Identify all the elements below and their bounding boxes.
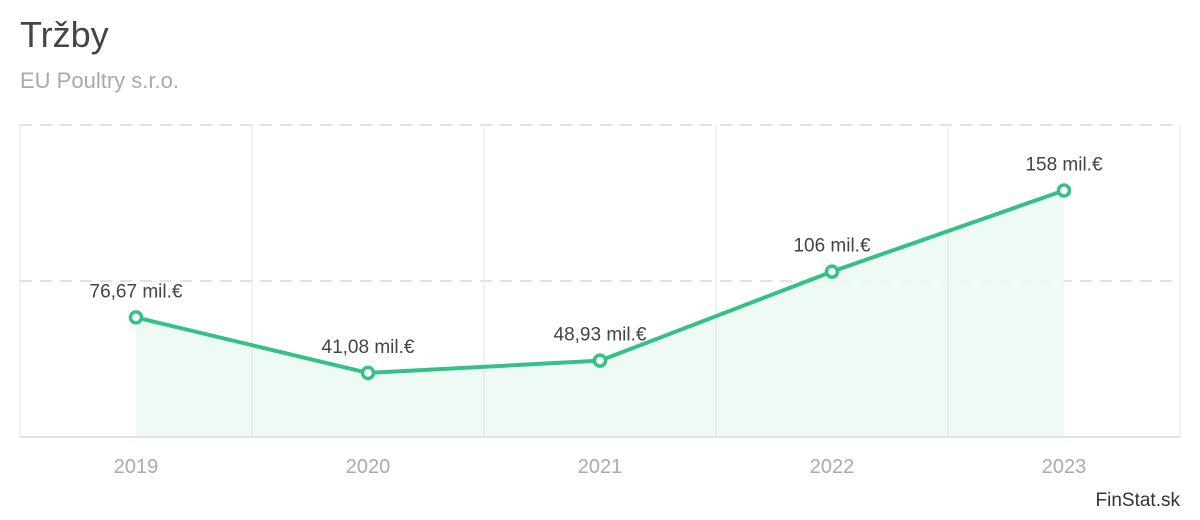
x-tick-label: 2021 [578,456,623,478]
x-tick-label: 2022 [810,456,855,478]
x-tick-label: 2023 [1042,456,1087,478]
x-tick-label: 2020 [346,456,391,478]
data-point [592,353,608,368]
finstat-brand-link[interactable]: FinStat.sk [1095,490,1180,511]
data-point [824,264,840,279]
data-label: 41,08 mil.€ [322,337,415,358]
chart-title: Tržby [20,14,109,55]
area-fill [136,190,1064,437]
data-point [360,365,376,381]
x-tick-label: 2019 [114,456,159,478]
data-label: 106 mil.€ [793,236,871,257]
data-label: 158 mil.€ [1025,155,1103,176]
data-label: 48,93 mil.€ [554,325,647,346]
chart-subtitle: EU Poultry s.r.o. [20,68,179,93]
data-point [128,310,144,325]
data-label: 76,67 mil.€ [90,281,183,302]
data-point [1056,183,1072,198]
